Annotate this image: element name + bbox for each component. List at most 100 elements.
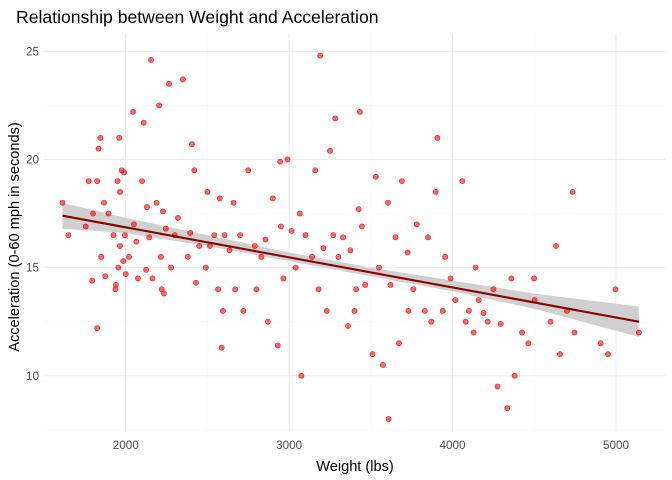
- scatter-point: [245, 167, 252, 174]
- scatter-point: [351, 307, 358, 314]
- scatter-point: [413, 221, 420, 228]
- scatter-point: [216, 195, 223, 202]
- scatter-point: [90, 210, 96, 217]
- scatter-point: [387, 282, 394, 288]
- scatter-point: [525, 340, 532, 347]
- scatter-point: [490, 286, 497, 293]
- scatter-point: [497, 320, 504, 327]
- scatter-point: [372, 173, 379, 180]
- y-tick-label: 10: [26, 370, 40, 383]
- scatter-point: [447, 275, 454, 282]
- scatter-point: [504, 405, 511, 412]
- scatter-point: [149, 275, 156, 282]
- scatter-point: [439, 307, 446, 314]
- scatter-point: [166, 80, 172, 87]
- scatter-point: [569, 188, 576, 195]
- scatter-point: [362, 282, 369, 288]
- scatter-point: [358, 223, 365, 230]
- scatter-point: [65, 232, 72, 239]
- scatter-point: [508, 275, 515, 282]
- confidence-band-layer: [62, 202, 639, 337]
- scatter-point: [405, 307, 412, 314]
- scatter-point: [327, 147, 333, 154]
- scatter-point: [312, 167, 319, 174]
- trend-line-layer: [62, 214, 640, 323]
- scatter-point: [355, 206, 362, 213]
- y-tick-label: 15: [26, 262, 40, 275]
- scatter-point: [116, 134, 123, 141]
- grid-minor-lines: [44, 34, 665, 432]
- scatter-point: [557, 351, 563, 358]
- scatter-point: [113, 282, 119, 288]
- scatter-point: [230, 199, 237, 206]
- scatter-point: [340, 234, 346, 241]
- scatter-point: [191, 167, 198, 174]
- scatter-point: [392, 234, 399, 241]
- x-tick-label: 3000: [276, 439, 303, 452]
- scatter-point: [218, 344, 225, 351]
- scatter-point: [114, 178, 121, 184]
- scatter-point: [320, 245, 327, 252]
- scatter-point: [187, 230, 194, 236]
- scatter-point: [398, 178, 405, 184]
- scatter-point: [130, 108, 136, 115]
- scatter-point: [262, 236, 269, 243]
- scatter-point: [284, 156, 291, 163]
- scatter-point: [332, 115, 339, 122]
- scatter-point: [232, 286, 239, 293]
- scatter-point: [94, 178, 101, 184]
- scatter-point: [459, 178, 466, 184]
- x-tick-label: 2000: [113, 439, 140, 452]
- scatter-point: [296, 210, 303, 217]
- scatter-point: [101, 199, 107, 206]
- scatter-point: [148, 57, 154, 63]
- scatter-point: [162, 225, 169, 232]
- scatter-point: [204, 188, 211, 195]
- scatter-point: [146, 234, 153, 241]
- scatter-point: [369, 351, 376, 358]
- scatter-point: [302, 232, 309, 239]
- scatter-point: [98, 253, 105, 260]
- scatter-point: [122, 271, 129, 277]
- scatter-point: [202, 264, 209, 271]
- scatter-point: [475, 297, 482, 303]
- y-tick-label: 25: [26, 45, 40, 58]
- scatter-point: [269, 195, 276, 202]
- scatter-point: [425, 234, 431, 241]
- scatter-point: [553, 243, 559, 249]
- scatter-point: [130, 221, 137, 228]
- scatter-point: [160, 208, 166, 215]
- scatter-point: [462, 318, 469, 325]
- scatter-point: [110, 232, 117, 239]
- scatter-point: [298, 372, 305, 379]
- scatter-point: [188, 141, 195, 148]
- scatter-point: [612, 286, 619, 293]
- scatter-point: [385, 199, 391, 206]
- scatter-point: [442, 253, 449, 260]
- scatter-point: [335, 253, 342, 260]
- scatter-point: [309, 253, 315, 260]
- scatter-point: [102, 273, 109, 280]
- scatter-point: [410, 286, 417, 293]
- scatter-point: [385, 416, 392, 422]
- scatter-point: [519, 329, 525, 336]
- scatter-point: [347, 247, 354, 254]
- scatter-point: [280, 275, 287, 282]
- scatter-point: [82, 223, 89, 230]
- scatter-point: [253, 286, 260, 293]
- y-tick-label: 20: [26, 153, 40, 166]
- x-tick-label: 4000: [440, 439, 467, 452]
- x-tick-label: 5000: [603, 439, 630, 452]
- scatter-point: [376, 264, 382, 271]
- scatter-point: [380, 362, 386, 368]
- scatter-point: [432, 188, 439, 195]
- scatter-point: [105, 210, 112, 217]
- scatter-point: [315, 286, 322, 293]
- scatter-point: [97, 134, 104, 141]
- scatter-point: [345, 323, 351, 329]
- scatter-point: [193, 279, 199, 286]
- scatter-point: [323, 307, 330, 314]
- scatter-point: [140, 119, 147, 126]
- scatter-point: [317, 52, 324, 59]
